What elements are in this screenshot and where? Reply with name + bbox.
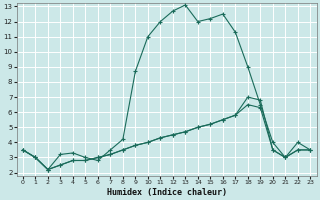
X-axis label: Humidex (Indice chaleur): Humidex (Indice chaleur) <box>107 188 227 197</box>
